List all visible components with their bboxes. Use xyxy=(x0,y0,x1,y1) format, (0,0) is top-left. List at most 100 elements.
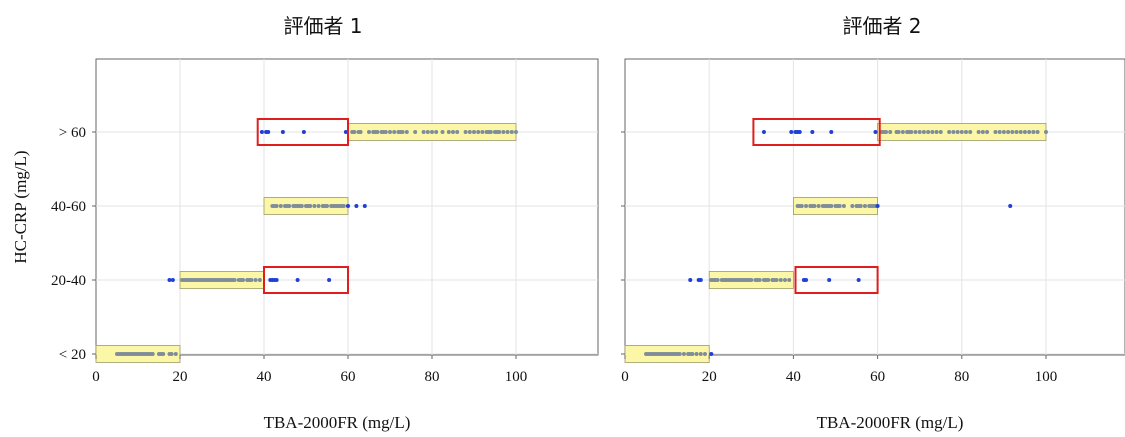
x-tick-label: 60 xyxy=(870,369,885,385)
concordant-point xyxy=(375,130,380,134)
x-axis-label: TBA-2000FR (mg/L) xyxy=(817,413,964,432)
concordant-point xyxy=(980,130,985,134)
chart-panel-rater-1: 評価者 1 0 20 40 60 80 100 < 20 20-40 40-60 > 60 TBA… xyxy=(51,14,599,432)
concordant-bands xyxy=(624,123,1047,363)
concordant-point xyxy=(1010,130,1015,134)
concordant-point xyxy=(413,130,418,134)
concordant-point xyxy=(921,130,926,134)
concordant-point xyxy=(446,130,451,134)
discordant-point xyxy=(327,278,332,282)
concordant-point xyxy=(816,204,821,208)
concordant-point xyxy=(249,278,254,282)
concordant-point xyxy=(702,352,707,356)
discordant-point xyxy=(827,278,832,282)
concordant-point xyxy=(862,204,867,208)
concordant-point xyxy=(150,352,155,356)
discordant-point xyxy=(789,130,794,134)
x-tick-label: 100 xyxy=(505,369,528,385)
discordant-point xyxy=(301,130,306,134)
concordant-point xyxy=(440,130,445,134)
x-tick-label: 80 xyxy=(425,369,440,385)
concordant-point xyxy=(404,130,409,134)
data-points xyxy=(644,130,1048,356)
discordant-box xyxy=(263,266,349,294)
discordant-box xyxy=(794,266,879,294)
concordant-point xyxy=(352,130,357,134)
concordant-point xyxy=(778,278,783,282)
x-tick-label: 60 xyxy=(341,369,356,385)
concordant-point xyxy=(257,278,262,282)
plot-frame xyxy=(624,58,1125,356)
x-tick-label: 20 xyxy=(173,369,188,385)
discordant-point xyxy=(875,204,880,208)
concordant-point xyxy=(997,130,1002,134)
concordant-point xyxy=(480,130,485,134)
concordant-point xyxy=(514,130,518,134)
concordant-point xyxy=(766,278,771,282)
concordant-point xyxy=(858,204,863,208)
concordant-point xyxy=(467,130,472,134)
concordant-point xyxy=(253,278,258,282)
concordant-point xyxy=(358,130,363,134)
concordant-point xyxy=(383,130,388,134)
concordant-point xyxy=(884,130,889,134)
axis-ticks: 0 20 40 60 80 100 xyxy=(621,131,1058,385)
discordant-point xyxy=(856,278,861,282)
concordant-point xyxy=(829,204,834,208)
discordant-point xyxy=(709,352,714,356)
concordant-point xyxy=(173,352,178,356)
discordant-point xyxy=(1008,204,1013,208)
concordant-point xyxy=(161,352,166,356)
concordant-point xyxy=(1044,130,1048,134)
concordant-point xyxy=(782,278,787,282)
concordant-point xyxy=(1006,130,1011,134)
concordant-point xyxy=(968,130,973,134)
concordant-point xyxy=(787,278,792,282)
discordant-point xyxy=(346,204,350,208)
concordant-point xyxy=(715,278,720,282)
concordant-point xyxy=(299,204,304,208)
concordant-point xyxy=(501,130,506,134)
concordant-point xyxy=(400,130,405,134)
axis-ticks: 0 20 40 60 80 100 < 20 20-40 40-60 > 60 xyxy=(51,125,527,385)
discordant-point xyxy=(295,278,300,282)
concordant-point xyxy=(425,130,430,134)
discordant-point xyxy=(167,278,172,282)
y-tick-label: 40-60 xyxy=(51,199,86,215)
concordant-point xyxy=(993,130,998,134)
concordant-point xyxy=(964,130,969,134)
concordant-point xyxy=(169,352,174,356)
concordant-point xyxy=(341,204,346,208)
x-tick-label: 40 xyxy=(786,369,801,385)
concordant-point xyxy=(1014,130,1019,134)
concordant-point xyxy=(232,278,237,282)
concordant-bands xyxy=(95,123,517,363)
concordant-point xyxy=(757,278,762,282)
concordant-point xyxy=(698,352,703,356)
concordant-point xyxy=(774,278,779,282)
discordant-point xyxy=(698,278,703,282)
concordant-point xyxy=(488,130,493,134)
concordant-point xyxy=(985,130,990,134)
concordant-point xyxy=(934,130,939,134)
concordant-point xyxy=(938,130,943,134)
concordant-point xyxy=(455,130,460,134)
concordant-point xyxy=(812,204,817,208)
panel-title: 評価者 2 xyxy=(842,14,921,38)
discordant-point xyxy=(362,204,367,208)
concordant-point xyxy=(913,130,918,134)
discordant-point xyxy=(266,130,271,134)
concordant-point xyxy=(316,204,321,208)
concordant-point xyxy=(392,130,397,134)
discordant-point xyxy=(259,130,264,134)
x-tick-label: 40 xyxy=(257,369,272,385)
x-tick-label: 100 xyxy=(1035,369,1058,385)
chart-panel-rater-2: 評価者 2 0 20 40 60 80 100 TBA-2000FR (mg/L) xyxy=(621,14,1125,432)
concordant-point xyxy=(241,278,245,282)
concordant-point xyxy=(274,204,279,208)
concordant-point xyxy=(1018,130,1023,134)
y-axis-label: HC-CRP (mg/L) xyxy=(11,150,30,263)
concordant-point xyxy=(799,204,804,208)
concordant-point xyxy=(926,130,931,134)
